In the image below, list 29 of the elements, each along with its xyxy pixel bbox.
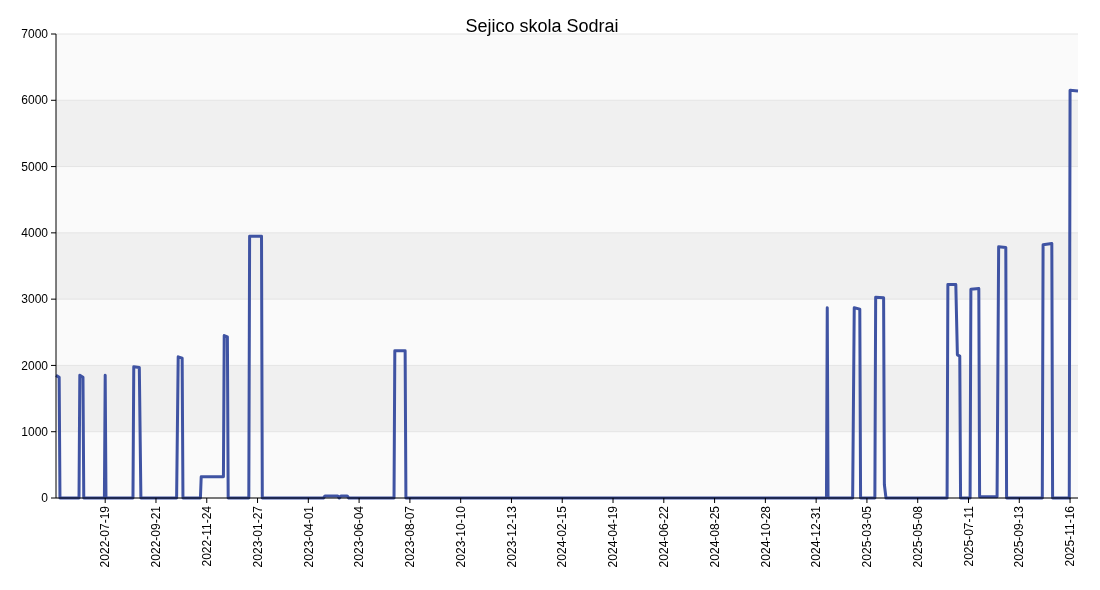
y-tick-label: 7000 — [21, 27, 49, 42]
x-tick-label: 2025-07-11 — [961, 505, 976, 567]
x-tick-label: 2024-02-15 — [555, 505, 570, 568]
y-tick-label: 2000 — [21, 358, 49, 373]
x-tick-label: 2023-10-10 — [453, 505, 468, 568]
x-tick-label: 2025-09-13 — [1012, 505, 1027, 568]
x-tick-label: 2022-07-19 — [98, 505, 113, 568]
x-tick-label: 2023-01-27 — [250, 505, 265, 568]
x-tick-label: 2025-03-05 — [860, 505, 875, 568]
x-tick-label: 2024-04-19 — [606, 505, 621, 568]
x-tick-label: 2022-11-24 — [199, 505, 214, 567]
chart-title: Sejico skola Sodrai — [465, 16, 619, 36]
x-tick-label: 2022-09-21 — [149, 505, 164, 568]
x-tick-label: 2023-12-13 — [504, 505, 519, 568]
x-tick-label: 2024-10-28 — [758, 505, 773, 568]
y-tick-label: 0 — [41, 491, 49, 506]
x-tick-label: 2024-08-25 — [707, 505, 722, 568]
y-tick-label: 6000 — [21, 93, 49, 108]
x-tick-label: 2024-06-22 — [657, 505, 671, 568]
x-tick-label: 2024-12-31 — [809, 505, 824, 568]
x-tick-label: 2025-05-08 — [910, 505, 925, 568]
x-tick-label: 2025-11-16 — [1063, 505, 1078, 567]
y-tick-label: 3000 — [21, 292, 49, 307]
x-tick-label: 2023-06-04 — [352, 505, 367, 568]
x-tick-label: 2023-08-07 — [403, 505, 418, 568]
y-tick-label: 4000 — [21, 226, 49, 241]
x-tick-label: 2023-04-01 — [301, 505, 316, 568]
y-tick-label: 1000 — [21, 424, 49, 439]
y-tick-label: 5000 — [21, 159, 49, 174]
